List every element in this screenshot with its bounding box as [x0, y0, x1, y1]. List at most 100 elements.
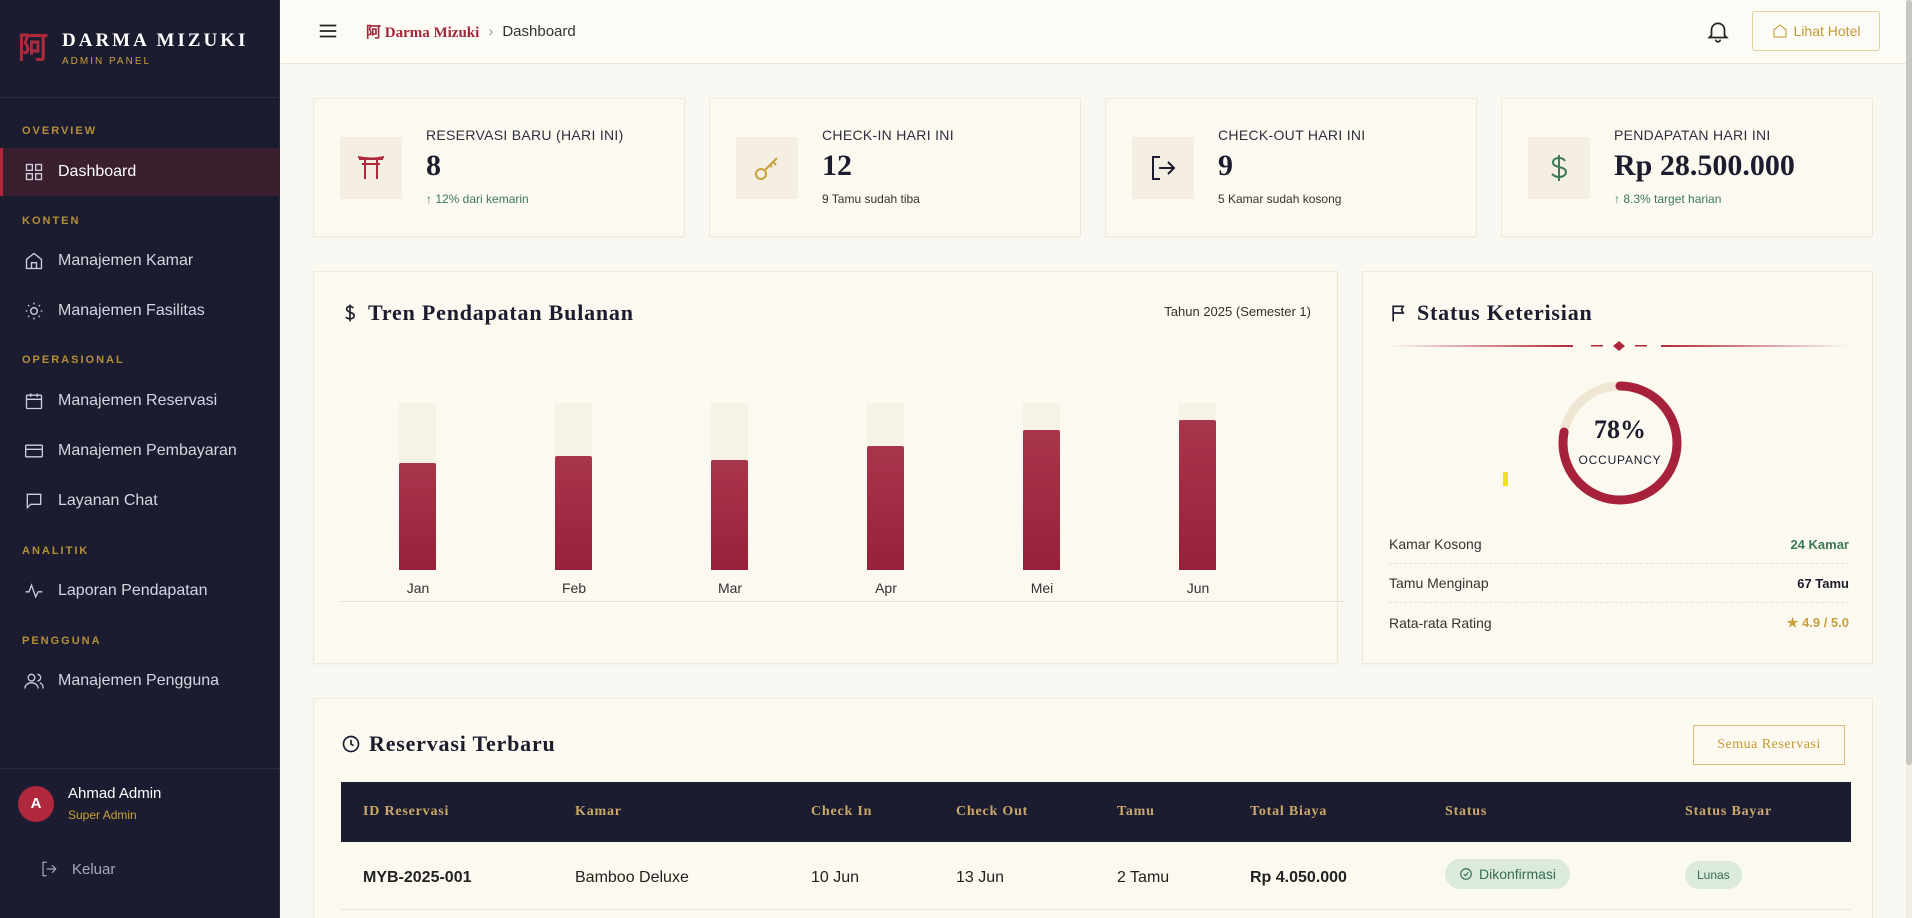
- occupancy-row-value: ★ 4.9 / 5.0: [1786, 614, 1849, 630]
- bell-icon[interactable]: [1705, 18, 1731, 44]
- card-icon: [25, 444, 43, 458]
- sidebar-item-label: Manajemen Fasilitas: [58, 302, 205, 319]
- chat-icon: [26, 493, 42, 510]
- sidebar-item-dashboard[interactable]: Dashboard: [0, 148, 280, 196]
- sidebar-item-chat[interactable]: Layanan Chat: [0, 477, 280, 525]
- sidebar-item-laporan[interactable]: Laporan Pendapatan: [0, 567, 280, 615]
- activity-icon: [25, 583, 43, 599]
- stat-card-reservasi: RESERVASI BARU (HARI INI) 8 ↑ 12% dari k…: [313, 98, 685, 237]
- home-icon: [25, 252, 43, 270]
- nav-section-operasional: OPERASIONAL: [22, 354, 125, 366]
- bar-jun[interactable]: [1179, 419, 1216, 570]
- brand-logo: 阿: [18, 30, 48, 66]
- column-header[interactable]: Check In: [811, 804, 873, 819]
- recent-reservations-card: Reservasi Terbaru Semua Reservasi ID Res…: [313, 698, 1873, 918]
- x-tick-label: Mar: [717, 580, 743, 596]
- stat-card-pendapatan: PENDAPATAN HARI INI Rp 28.500.000 ↑ 8.3%…: [1501, 98, 1873, 237]
- occupancy-caption: OCCUPANCY: [1578, 453, 1662, 467]
- bar-apr[interactable]: [867, 446, 904, 570]
- users-icon: [24, 673, 44, 689]
- bar-feb[interactable]: [555, 456, 592, 570]
- logout-icon: [1152, 156, 1176, 180]
- column-header[interactable]: ID Reservasi: [363, 804, 450, 819]
- stat-note: 5 Kamar sudah kosong: [1218, 192, 1342, 206]
- user-profile[interactable]: A Ahmad Admin Super Admin: [0, 768, 280, 838]
- stat-value: 8: [426, 149, 441, 182]
- reservation-total: Rp 4.050.000: [1250, 869, 1347, 886]
- reservation-guests: 2 Tamu: [1117, 869, 1170, 886]
- logout-icon: [42, 861, 57, 877]
- occupancy-title: Status Keterisian: [1389, 300, 1593, 326]
- column-header[interactable]: Status: [1445, 804, 1488, 819]
- sidebar-item-kamar[interactable]: Manajemen Kamar: [0, 237, 280, 285]
- stat-note: 9 Tamu sudah tiba: [822, 192, 920, 206]
- reservation-room: Bamboo Deluxe: [575, 869, 689, 886]
- status-badge-label: Dikonfirmasi: [1479, 866, 1557, 882]
- view-hotel-label: Lihat Hotel: [1793, 23, 1861, 39]
- bar-mei[interactable]: [1023, 429, 1060, 570]
- chart-title-text: Tren Pendapatan Bulanan: [368, 300, 634, 325]
- avatar: A: [18, 785, 54, 822]
- occupancy-row: Kamar Kosong 24 Kamar: [1389, 525, 1849, 564]
- occupancy-title-text: Status Keterisian: [1417, 300, 1593, 325]
- nav-section-overview: OVERVIEW: [22, 125, 98, 137]
- nav-section-pengguna: PENGGUNA: [22, 635, 102, 647]
- reservation-id[interactable]: MYB-2025-001: [363, 869, 472, 886]
- home-icon: [1772, 24, 1787, 38]
- chart-title: Tren Pendapatan Bulanan: [340, 300, 634, 326]
- user-role: Super Admin: [68, 808, 137, 822]
- sidebar-item-pembayaran[interactable]: Manajemen Pembayaran: [0, 427, 280, 475]
- x-tick-label: Jun: [1186, 580, 1210, 596]
- occupancy-row: Rata-rata Rating ★ 4.9 / 5.0: [1389, 603, 1849, 642]
- table-header: ID Reservasi Kamar Check In Check Out Ta…: [341, 782, 1851, 842]
- brand-name: DARMA MIZUKI: [62, 30, 249, 51]
- menu-icon[interactable]: [317, 20, 339, 42]
- bar-jan[interactable]: [399, 463, 436, 570]
- stat-label: CHECK-IN HARI INI: [822, 127, 954, 143]
- clock-icon: [342, 735, 360, 753]
- stat-card-checkout: CHECK-OUT HARI INI 9 5 Kamar sudah koson…: [1105, 98, 1477, 237]
- grid-icon: [25, 163, 43, 181]
- sidebar-item-fasilitas[interactable]: Manajemen Fasilitas: [0, 287, 280, 335]
- breadcrumb-home[interactable]: 阿 Darma Mizuki: [366, 25, 480, 41]
- user-name: Ahmad Admin: [68, 785, 162, 802]
- nav-section-konten: KONTEN: [22, 215, 81, 227]
- sidebar-item-label: Manajemen Reservasi: [58, 392, 218, 409]
- sidebar-item-label: Layanan Chat: [58, 492, 158, 509]
- column-header[interactable]: Status Bayar: [1685, 804, 1772, 819]
- dollar-icon: [345, 304, 356, 322]
- topbar: 阿 Darma Mizuki › Dashboard Lihat Hotel: [281, 0, 1912, 64]
- all-reservations-button[interactable]: Semua Reservasi: [1693, 725, 1845, 765]
- breadcrumb: 阿 Darma Mizuki › Dashboard: [366, 21, 576, 42]
- occupancy-card: Status Keterisian 78% OCCUPANCY Kamar Ko…: [1362, 271, 1873, 664]
- column-header[interactable]: Total Biaya: [1250, 804, 1328, 819]
- brand-subtitle: ADMIN PANEL: [62, 56, 152, 67]
- check-circle-icon: [1460, 868, 1472, 880]
- flag-icon: [1392, 305, 1405, 322]
- stat-value: 9: [1218, 149, 1233, 182]
- column-header[interactable]: Tamu: [1117, 804, 1155, 819]
- status-badge: Dikonfirmasi: [1445, 859, 1571, 889]
- reservations-title-text: Reservasi Terbaru: [369, 731, 556, 756]
- sidebar-item-reservasi[interactable]: Manajemen Reservasi: [0, 377, 280, 425]
- occupancy-row-label: Kamar Kosong: [1389, 536, 1482, 552]
- occupancy-row-label: Rata-rata Rating: [1389, 614, 1492, 631]
- bar-mar[interactable]: [711, 459, 748, 570]
- stat-trend: ↑ 8.3% target harian: [1614, 192, 1722, 206]
- column-header[interactable]: Check Out: [956, 804, 1029, 819]
- column-header[interactable]: Kamar: [575, 804, 622, 819]
- stat-trend: ↑ 12% dari kemarin: [426, 192, 529, 206]
- reservation-checkin: 10 Jun: [811, 869, 860, 886]
- sidebar-item-label: Manajemen Pengguna: [58, 672, 220, 689]
- dollar-icon: [1551, 155, 1568, 181]
- chart-baseline: [340, 601, 1345, 602]
- sun-icon: [25, 302, 43, 320]
- sidebar-item-pengguna[interactable]: Manajemen Pengguna: [0, 657, 280, 705]
- stat-value: Rp 28.500.000: [1614, 149, 1795, 182]
- scrollbar-thumb[interactable]: [1906, 0, 1912, 765]
- view-hotel-button[interactable]: Lihat Hotel: [1752, 11, 1880, 51]
- logout-button[interactable]: Keluar: [40, 860, 115, 878]
- revenue-chart-card: Tren Pendapatan Bulanan Tahun 2025 (Seme…: [313, 271, 1345, 664]
- stat-value: 12: [822, 149, 852, 182]
- occupancy-row-label: Tamu Menginap: [1389, 575, 1489, 591]
